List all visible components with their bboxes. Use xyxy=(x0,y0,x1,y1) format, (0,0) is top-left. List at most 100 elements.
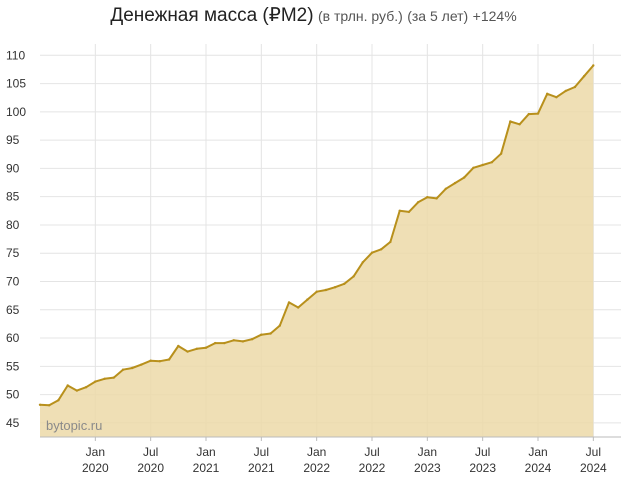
data-point xyxy=(103,377,106,380)
title-main: Денежная масса (₽M2) xyxy=(110,5,314,26)
x-tick-label-year: 2021 xyxy=(248,461,275,475)
title-unit-note: (в трлн. руб.) xyxy=(318,8,403,24)
data-point xyxy=(84,386,88,389)
data-point xyxy=(315,290,318,293)
x-tick-label-year: 2023 xyxy=(469,461,496,475)
data-point xyxy=(333,286,337,289)
y-tick-label: 45 xyxy=(6,416,20,430)
data-point xyxy=(490,161,494,164)
y-tick-label: 60 xyxy=(6,331,20,345)
data-point xyxy=(444,187,447,190)
data-point xyxy=(223,341,226,345)
data-point xyxy=(407,210,411,214)
data-point xyxy=(546,92,549,96)
data-point xyxy=(250,338,254,341)
data-point xyxy=(66,384,69,387)
data-point xyxy=(269,332,272,335)
data-point xyxy=(297,306,300,309)
data-point xyxy=(232,339,235,342)
data-point xyxy=(324,288,328,292)
axis-layer: 45 50 55 60 65 70 75 80 85 90 95 100 105 110 Jan 2020 Ju… xyxy=(6,48,621,475)
data-point xyxy=(527,112,530,116)
data-point xyxy=(499,152,503,155)
x-tick-label-month: Jul xyxy=(475,445,490,459)
data-point xyxy=(38,403,42,406)
data-point xyxy=(343,282,346,285)
y-tick-label: 70 xyxy=(6,274,20,288)
watermark-text: bytopic.ru xyxy=(46,418,102,433)
data-point xyxy=(453,181,457,185)
chart-title: Денежная масса (₽M2) (в трлн. руб.) (за … xyxy=(0,4,627,27)
x-tick-label-year: 2020 xyxy=(82,461,109,475)
data-point xyxy=(518,123,521,126)
x-tick-label-year: 2024 xyxy=(525,461,552,475)
x-tick-label-month: Jan xyxy=(86,445,105,459)
data-point xyxy=(48,404,51,407)
data-point xyxy=(186,350,189,353)
data-point xyxy=(112,376,116,379)
data-point xyxy=(564,89,567,93)
x-tick-label-month: Jul xyxy=(586,445,601,459)
data-point xyxy=(75,389,79,392)
data-point xyxy=(121,368,125,371)
area-layer xyxy=(38,64,595,437)
x-tick-label-month: Jul xyxy=(254,445,269,459)
title-change: +124% xyxy=(472,8,517,24)
data-point xyxy=(131,366,134,370)
x-tick-label-month: Jul xyxy=(364,445,379,459)
data-point xyxy=(592,64,595,67)
x-tick-label-year: 2021 xyxy=(193,461,220,475)
y-tick-label: 105 xyxy=(6,77,26,91)
series-area-fill xyxy=(40,65,594,437)
data-point xyxy=(57,399,60,402)
x-tick-label-year: 2020 xyxy=(137,461,164,475)
data-point xyxy=(260,333,263,336)
x-tick-label-year: 2022 xyxy=(359,461,386,475)
data-point xyxy=(204,346,208,349)
data-point xyxy=(472,166,475,169)
data-point xyxy=(416,201,420,204)
data-point xyxy=(94,380,97,383)
y-tick-label: 85 xyxy=(6,190,20,204)
data-point xyxy=(435,197,438,200)
data-point xyxy=(481,163,484,167)
title-period-note: (за 5 лет) xyxy=(407,8,469,24)
data-point xyxy=(306,298,309,301)
y-tick-label: 100 xyxy=(6,105,26,119)
data-point xyxy=(370,251,374,254)
x-tick-label-month: Jan xyxy=(528,445,547,459)
x-tick-label-year: 2022 xyxy=(303,461,330,475)
data-point xyxy=(426,196,429,199)
x-tick-label-month: Jan xyxy=(307,445,326,459)
x-tick-label-year: 2023 xyxy=(414,461,441,475)
data-point xyxy=(361,261,364,264)
data-point xyxy=(241,340,245,343)
y-tick-label: 65 xyxy=(6,303,20,317)
data-point xyxy=(177,344,180,348)
data-point xyxy=(582,75,586,78)
data-point xyxy=(509,120,512,123)
data-point xyxy=(287,301,291,304)
data-point xyxy=(195,347,198,350)
data-point xyxy=(352,275,355,278)
data-point xyxy=(278,324,281,327)
data-point xyxy=(149,359,152,362)
data-point xyxy=(140,363,143,366)
y-tick-label: 90 xyxy=(6,161,20,175)
x-tick-label-year: 2024 xyxy=(580,461,607,475)
data-point xyxy=(389,240,392,244)
y-tick-label: 110 xyxy=(6,48,25,62)
y-tick-label: 55 xyxy=(6,359,20,373)
data-point xyxy=(463,176,466,179)
x-tick-label-month: Jan xyxy=(196,445,215,459)
data-point xyxy=(167,358,171,361)
data-point xyxy=(573,85,577,89)
y-tick-label: 80 xyxy=(6,218,20,232)
data-point xyxy=(214,341,217,345)
data-point xyxy=(536,112,540,115)
data-point xyxy=(398,209,401,212)
x-tick-label-month: Jul xyxy=(143,445,158,459)
data-point xyxy=(158,360,162,363)
data-point xyxy=(555,96,558,99)
